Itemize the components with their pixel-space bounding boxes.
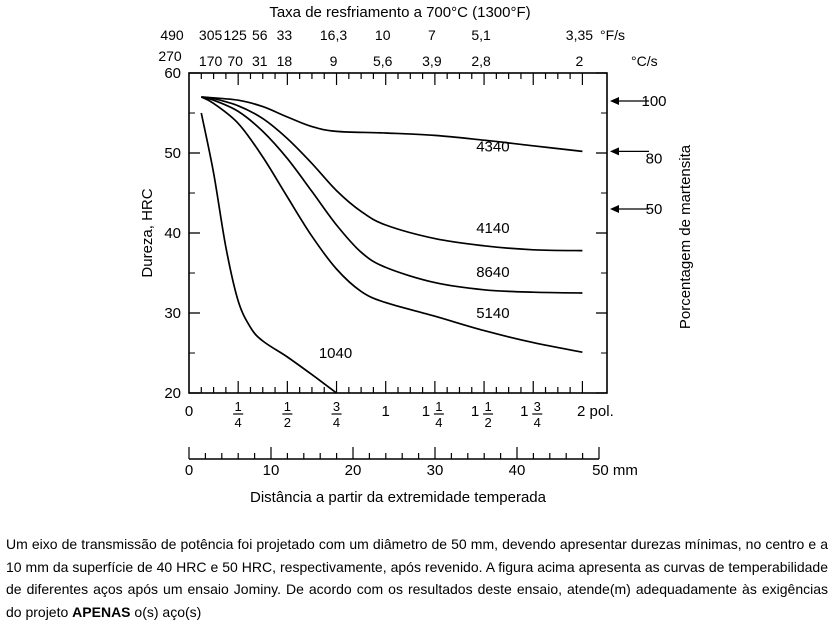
x-tick-label-numerator: 1 <box>484 399 491 414</box>
x-tick-label-denominator: 4 <box>534 415 541 430</box>
x-tick-label-denominator: 2 <box>284 415 291 430</box>
cooling-rate-c-label: 31 <box>252 53 268 69</box>
mm-tick-label: 20 <box>345 462 362 479</box>
martensite-label: 50 <box>646 201 663 218</box>
cooling-rate-f-label: 125 <box>223 27 247 43</box>
cooling-rate-c-label: 170 <box>199 53 223 69</box>
x-tick-label-denominator: 4 <box>435 415 442 430</box>
mm-tick-label: 50 mm <box>592 462 638 479</box>
question-body: Um eixo de transmissão de potência foi p… <box>6 536 828 620</box>
cooling-rate-c-label: 3,9 <box>422 53 442 69</box>
x-tick-label-numerator: 1 <box>435 399 442 414</box>
series-label-4140: 4140 <box>476 220 509 237</box>
x-axis-mm: 0 10 20 30 40 50 mm <box>185 447 638 479</box>
mm-tick-label: 40 <box>509 462 526 479</box>
cooling-rate-f-label: 16,3 <box>320 27 347 43</box>
x-tick-label-denominator: 2 <box>484 415 491 430</box>
cooling-rate-c-label: 2 <box>576 53 584 69</box>
x-tick-label-whole: 1 <box>422 403 430 420</box>
x-tick-label-numerator: 1 <box>235 399 242 414</box>
cooling-rate-f-label: 5,1 <box>471 27 491 43</box>
series-curve-1040 <box>200 112 338 394</box>
cooling-rate-f-label: 3,35 <box>566 27 593 43</box>
top-unit-f: °F/s <box>600 27 625 43</box>
x-tick-label-numerator: 3 <box>333 399 340 414</box>
y-axis: 20 30 40 50 60 <box>164 65 607 402</box>
question-emphasis: APENAS <box>72 603 131 620</box>
x-tick-label-numerator: 3 <box>534 399 541 414</box>
martensite-arrowhead <box>610 205 619 213</box>
x-tick-label-denominator: 4 <box>235 415 242 430</box>
martensite-arrowhead <box>610 147 619 156</box>
series-label-5140: 5140 <box>476 305 509 322</box>
series-curve-5140 <box>200 96 583 354</box>
cooling-rate-f-label: 56 <box>252 27 268 43</box>
x-tick-label: 2 pol. <box>577 403 614 420</box>
y-tick-label: 20 <box>164 385 181 402</box>
jominy-hardenability-chart: Taxa de resfriamento a 700°C (1300°F) °F… <box>139 4 694 506</box>
x-tick-label: 1 <box>382 403 390 420</box>
cooling-rate-scale: 490 305 125 56 33 16,3 10 7 5,1 3,35 270 170 70 31 18 9… <box>158 27 593 69</box>
x-tick-label-denominator: 4 <box>333 415 340 430</box>
series-curve-8640 <box>201 96 583 294</box>
cooling-rate-f-label: 490 <box>160 27 184 43</box>
series-label-1040: 1040 <box>319 345 352 362</box>
cooling-rate-f-label: 10 <box>375 27 391 43</box>
series-curve-4140 <box>201 96 583 252</box>
mm-tick-label: 10 <box>263 462 280 479</box>
martensite-arrowhead <box>610 97 619 105</box>
mm-tick-label: 0 <box>185 462 193 479</box>
cooling-rate-c-label: 270 <box>158 48 182 64</box>
top-unit-c: °C/s <box>631 53 658 69</box>
cooling-rate-f-label: 7 <box>428 27 436 43</box>
question-text: Um eixo de transmissão de potência foi p… <box>6 533 828 623</box>
y-axis-label: Dureza, HRC <box>139 188 156 277</box>
cooling-rate-f-label: 305 <box>199 27 223 43</box>
cooling-rate-c-label: 70 <box>227 53 243 69</box>
chart-title: Taxa de resfriamento a 700°C (1300°F) <box>269 4 530 21</box>
x-tick-label: 0 <box>185 403 193 420</box>
x-tick-label-numerator: 1 <box>284 399 291 414</box>
cooling-rate-c-label: 9 <box>330 53 338 69</box>
martensite-label: 100 <box>641 93 666 110</box>
series-curve-4340 <box>201 96 583 153</box>
martensite-axis: 100 80 50 <box>610 93 667 218</box>
cooling-rate-f-label: 33 <box>277 27 293 43</box>
series-curves: 4340 4140 8640 5140 1040 <box>200 96 583 394</box>
x-tick-label-whole: 1 <box>520 403 528 420</box>
y-tick-label: 50 <box>164 145 181 162</box>
series-label-8640: 8640 <box>476 264 509 281</box>
x-tick-label-whole: 1 <box>471 403 479 420</box>
y-tick-label: 30 <box>164 305 181 322</box>
cooling-rate-c-label: 5,6 <box>373 53 393 69</box>
cooling-rate-c-label: 2,8 <box>471 53 491 69</box>
mm-tick-label: 30 <box>427 462 444 479</box>
martensite-label: 80 <box>646 150 663 167</box>
y-tick-label: 40 <box>164 225 181 242</box>
right-axis-label: Porcentagem de martensita <box>677 144 694 329</box>
x-axis-label: Distância a partir da extremidade temper… <box>250 489 547 506</box>
series-label-4340: 4340 <box>476 138 509 155</box>
question-tail: o(s) aço(s) <box>130 603 202 620</box>
cooling-rate-c-label: 18 <box>277 53 293 69</box>
y-tick-label: 60 <box>164 65 181 82</box>
